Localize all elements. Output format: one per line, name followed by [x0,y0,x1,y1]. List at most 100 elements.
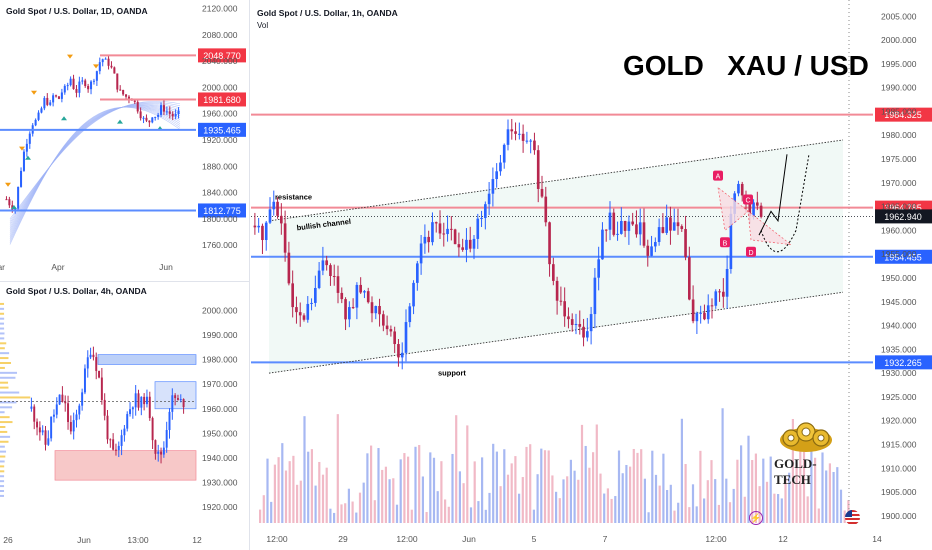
volume-bar [547,450,550,523]
volume-bar [566,476,569,523]
candle-body [563,301,566,317]
volume-bar [506,474,510,523]
daily-chart-panel[interactable]: 2048.770 1981.680 1935.465 1812.775 2120.000… [0,0,250,282]
volume-profile-bar [0,416,10,419]
volume-bar [469,507,473,523]
candle-body [176,398,179,400]
candle-body [136,101,139,112]
volume-bar [832,471,835,523]
candle-body [665,217,668,233]
x-tick-label: 7 [603,534,608,544]
y-tick-label: 1920.000 [881,416,917,426]
volume-bar [347,488,350,523]
candle-body [423,236,427,244]
volume-bar [569,459,572,523]
y-tick-label: 2005.000 [881,11,917,21]
volume-bar [814,457,817,523]
candle-body [574,324,578,326]
volume-bar [703,498,706,523]
volume-bar [555,491,558,523]
volume-bar [336,414,339,523]
candle-body [646,245,650,256]
candle-body [66,85,69,87]
candle-body [126,414,129,429]
volume-bar [677,502,680,523]
candle-body [139,111,142,119]
candle-body [317,270,321,288]
x-tick-label: 14 [872,534,882,544]
y-tick-label: 1960.000 [202,404,238,414]
lightning-icon[interactable]: ⚡ [749,511,763,525]
level-price-label: 1984.325 [884,110,922,120]
fourh-chart-svg[interactable]: 2000.000 1990.000 1980.000 1970.000 1960.000… [0,282,250,550]
volume-bar [595,424,598,523]
candle-body [506,129,510,145]
volume-bar [558,498,561,523]
volume-profile-bar [0,421,13,424]
volume-bar [543,450,547,523]
candle-body [302,315,306,320]
volume-profile-bar [0,327,5,330]
volume-bar [381,469,384,523]
candle-body [131,407,134,410]
candle-body [431,222,434,243]
daily-chart-svg[interactable]: 2048.770 1981.680 1935.465 1812.775 2120.000… [0,0,250,282]
candle-body [109,439,112,441]
y-tick-label: 1950.000 [202,428,238,438]
candle-body [75,414,78,421]
volume-profile-bar [0,302,5,305]
candle-body [442,233,446,235]
candle-body [58,394,61,405]
volume-bar [477,501,480,523]
y-tick-label: 2000.000 [202,305,238,315]
candle-body [125,94,128,97]
volume-bar [765,481,769,523]
volume-bar [688,507,691,523]
candle-body [25,143,28,152]
volume-profile-bar [0,322,5,325]
level-price-label: 1962.940 [884,212,922,222]
x-tick-label: 12:00 [396,534,418,544]
volume-bar [358,492,362,523]
x-tick-label: 12 [778,534,788,544]
us-flag-icon[interactable] [845,510,860,525]
volume-bar [318,461,321,523]
candle-body [533,140,536,151]
x-tick-label: 26 [3,535,13,545]
volume-bar [643,478,646,523]
y-tick-label: 1975.000 [881,154,917,164]
signal-marker [67,54,73,59]
candle-body [306,303,310,320]
volume-bar [481,457,484,523]
candle-body [81,392,84,406]
fourh-chart-panel[interactable]: 2000.000 1990.000 1980.000 1970.000 1960.000… [0,282,250,550]
candle-body [521,133,525,141]
volume-bar [625,464,628,523]
volume-bar [658,485,661,523]
candle-body [759,205,763,217]
volume-profile-bar [0,307,5,310]
gold-coins-icon [780,422,832,452]
x-tick-label: 5 [532,534,537,544]
candle-body [122,89,125,95]
y-tick-label: 1840.000 [202,188,238,198]
main-chart-panel[interactable]: 1984.325 1964.785 1962.940 1954.455 1932.265… [251,0,932,550]
candle-body [171,395,174,412]
candle-body [332,276,336,278]
volume-profile-bar [0,391,20,394]
volume-bar [392,478,395,523]
candle-body [92,354,95,358]
volume-bar [403,453,406,523]
candle-body [453,229,457,245]
candle-body [98,62,101,72]
ma-ribbon-line [9,106,181,235]
volume-bar [791,418,794,523]
candle-body [177,110,180,115]
volume-bar [836,467,839,523]
volume-bar [532,509,535,523]
y-tick-label: 1910.000 [881,463,917,473]
volume-bar [273,464,276,523]
candle-body [514,131,517,134]
volume-profile-bar [0,450,7,453]
